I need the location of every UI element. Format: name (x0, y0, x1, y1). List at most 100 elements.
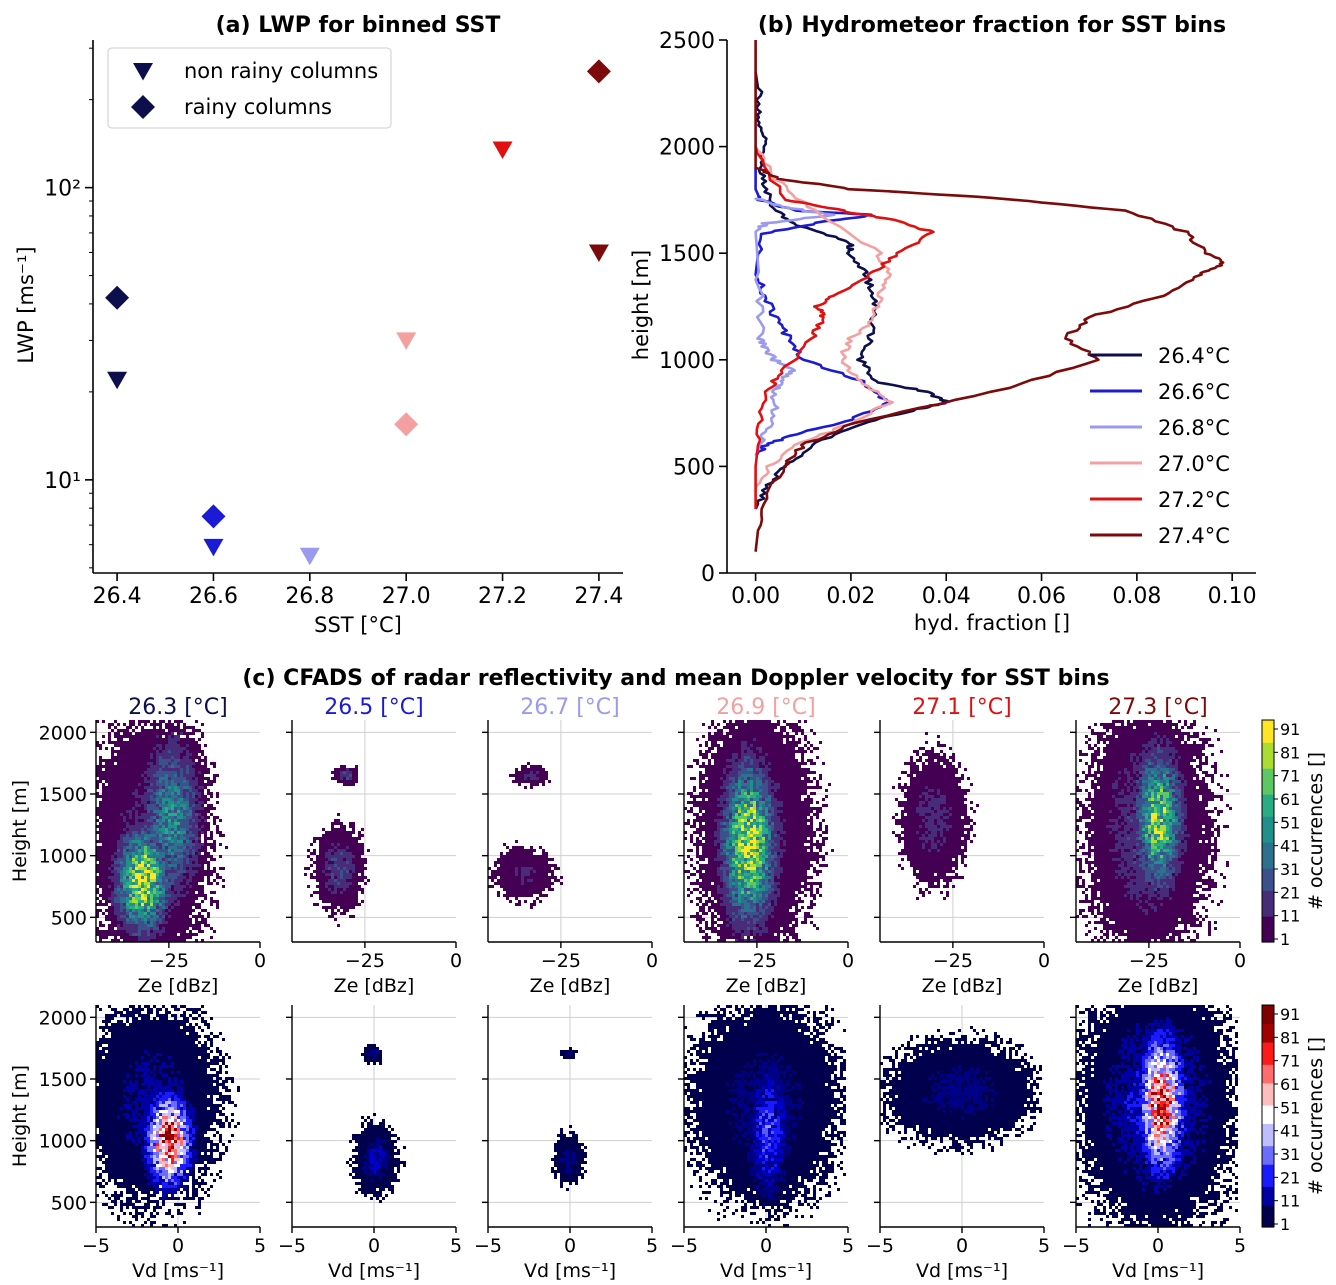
heatmap-cell (690, 801, 693, 804)
heatmap-cell (144, 819, 147, 822)
heatmap-cell (153, 930, 156, 933)
heatmap-cell (204, 924, 207, 927)
heatmap-cell (696, 852, 699, 855)
heatmap-cell (150, 867, 153, 870)
heatmap-cell (729, 759, 732, 762)
heatmap-cell (530, 783, 533, 786)
heatmap-cell (696, 840, 699, 843)
heatmap-cell (192, 768, 195, 771)
heatmap-cell (102, 759, 105, 762)
heatmap-cell (165, 849, 168, 852)
heatmap-cell (702, 852, 705, 855)
heatmap-cell (207, 864, 210, 867)
heatmap-cell (153, 816, 156, 819)
heatmap-cell (126, 897, 129, 900)
heatmap-cell (120, 927, 123, 930)
heatmap-cell (198, 795, 201, 798)
heatmap-cell (723, 837, 726, 840)
heatmap-cell (711, 738, 714, 741)
heatmap-cell (756, 786, 759, 789)
heatmap-cell (153, 774, 156, 777)
heatmap-cell (714, 834, 717, 837)
heatmap-cell (141, 864, 144, 867)
heatmap-cell (186, 771, 189, 774)
heatmap-cell (732, 888, 735, 891)
heatmap-cells (488, 762, 563, 909)
heatmap-cell (337, 777, 340, 780)
heatmap-cell (717, 762, 720, 765)
heatmap-cell (340, 834, 343, 837)
heatmap-cell (533, 777, 536, 780)
heatmap-cell (699, 786, 702, 789)
heatmap-cell (141, 747, 144, 750)
heatmap-cell (738, 723, 741, 726)
heatmap-cell (129, 903, 132, 906)
heatmap-cell (524, 765, 527, 768)
heatmap-cell (108, 789, 111, 792)
non-rainy-point (299, 547, 320, 566)
heatmap-cell (545, 885, 548, 888)
heatmap-cell (500, 864, 503, 867)
heatmap-cell (129, 906, 132, 909)
heatmap-cell (738, 915, 741, 918)
heatmap-cell (690, 825, 693, 828)
heatmap-cell (343, 870, 346, 873)
heatmap-cell (750, 846, 753, 849)
heatmap-cell (198, 846, 201, 849)
heatmap-cell (120, 819, 123, 822)
heatmap-cell (545, 855, 548, 858)
panel-a-x-label: SST [°C] (314, 613, 402, 637)
heatmap-cell (201, 816, 204, 819)
heatmap-cell (120, 789, 123, 792)
heatmap-cell (162, 798, 165, 801)
heatmap-cell (102, 771, 105, 774)
heatmap-cell (693, 777, 696, 780)
heatmap-cell (693, 882, 696, 885)
heatmap-cell (111, 840, 114, 843)
heatmap-cell (343, 846, 346, 849)
heatmap-cell (346, 903, 349, 906)
heatmap-cell (518, 783, 521, 786)
heatmap-cell (132, 744, 135, 747)
legend-label: 27.4°C (1158, 524, 1230, 548)
heatmap-cell (527, 780, 530, 783)
heatmap-cell (699, 867, 702, 870)
heatmap-cell (99, 861, 102, 864)
heatmap-cell (132, 828, 135, 831)
heatmap-cell (156, 807, 159, 810)
heatmap-cell (702, 828, 705, 831)
heatmap-cell (198, 786, 201, 789)
heatmap-cell (705, 852, 708, 855)
heatmap-cell (747, 753, 750, 756)
heatmap-cell (503, 873, 506, 876)
heatmap-cell (726, 723, 729, 726)
heatmap-cell (744, 939, 747, 942)
heatmap-cell (337, 837, 340, 840)
heatmap-cell (708, 750, 711, 753)
heatmap-cell (337, 780, 340, 783)
heatmap-cell (117, 822, 120, 825)
heatmap-cell (693, 786, 696, 789)
heatmap-cell (120, 813, 123, 816)
heatmap-cell (120, 837, 123, 840)
heatmap-cell (738, 885, 741, 888)
heatmap-cell (717, 840, 720, 843)
heatmap-cell (744, 882, 747, 885)
heatmap-cell (343, 912, 346, 915)
heatmap-cell (717, 849, 720, 852)
heatmap-cell (723, 870, 726, 873)
heatmap-cell (515, 894, 518, 897)
heatmap-cell (744, 891, 747, 894)
heatmap-cell (177, 939, 180, 942)
heatmap-cell (135, 747, 138, 750)
heatmap-cell (753, 834, 756, 837)
heatmap-cell (147, 804, 150, 807)
heatmap-cell (153, 888, 156, 891)
heatmap-cell (328, 888, 331, 891)
heatmap-cell (331, 846, 334, 849)
heatmap-cell (696, 819, 699, 822)
heatmap-cell (708, 816, 711, 819)
heatmap-cell (687, 792, 690, 795)
heatmap-cell (147, 867, 150, 870)
heatmap-cell (126, 855, 129, 858)
